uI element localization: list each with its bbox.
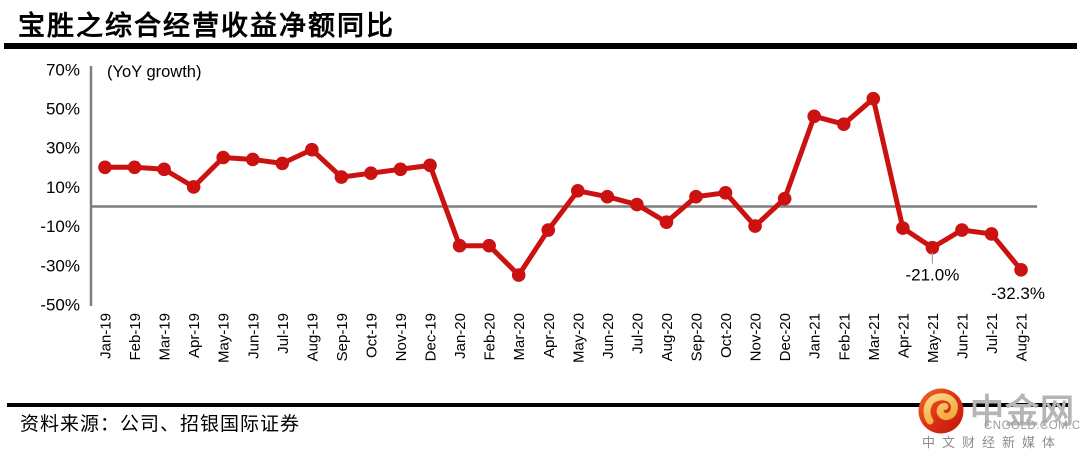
x-tick-label: Mar-19	[157, 313, 174, 361]
data-point-label: -21.0%	[905, 266, 959, 285]
x-tick-label: Apr-19	[186, 313, 203, 358]
data-point	[600, 189, 615, 204]
x-tick-label: Feb-19	[127, 313, 144, 361]
data-point	[984, 227, 999, 241]
data-point	[423, 158, 437, 173]
data-point	[777, 191, 792, 206]
y-tick-label: -30%	[40, 256, 80, 275]
data-point	[689, 189, 703, 204]
x-tick-label: Aug-20	[659, 313, 676, 361]
data-point	[718, 185, 733, 200]
x-tick-label: Sep-20	[689, 313, 706, 361]
yaxis-unit-label: (YoY growth)	[107, 63, 201, 81]
data-point	[482, 238, 496, 253]
x-tick-label: Jun-20	[600, 313, 617, 359]
data-point	[571, 184, 585, 198]
x-tick-label: Jul-19	[275, 313, 292, 354]
data-point	[955, 223, 969, 237]
x-tick-label: Jan-21	[807, 313, 824, 359]
x-tick-label: Jun-19	[245, 313, 262, 359]
y-tick-label: -50%	[40, 296, 80, 315]
x-tick-label: Nov-19	[393, 313, 410, 361]
x-tick-label: Oct-19	[363, 313, 380, 358]
x-tick-label: Apr-21	[895, 313, 912, 358]
x-tick-label: Nov-20	[748, 313, 765, 361]
data-point	[98, 160, 112, 175]
x-tick-label: Apr-20	[541, 313, 558, 358]
x-tick-label: Jun-21	[954, 313, 971, 359]
data-point	[896, 221, 910, 235]
data-point	[541, 223, 556, 237]
data-point	[748, 219, 762, 233]
x-tick-label: Dec-20	[777, 313, 794, 361]
series-line	[102, 96, 1024, 278]
cngold-logo-name: 中金网	[970, 393, 1075, 431]
data-point	[216, 150, 230, 165]
data-point	[659, 215, 674, 229]
x-tick-label: Aug-19	[304, 313, 321, 361]
x-tick-label: Jul-21	[984, 313, 1001, 354]
cngold-logo-icon	[918, 388, 964, 434]
cngold-logo: 中金网 CNGOLD.COM.CN 中文财经新媒体	[915, 383, 1080, 459]
y-tick-label: 10%	[46, 178, 80, 197]
page-title: 宝胜之综合经营收益净额同比	[18, 11, 395, 41]
data-point	[836, 117, 851, 131]
data-point	[452, 238, 467, 253]
data-point	[186, 180, 201, 194]
cngold-logo-tagline: 中文财经新媒体	[922, 435, 1063, 450]
title-divider	[4, 43, 1077, 49]
x-tick-label: Mar-21	[866, 313, 883, 361]
x-tick-label: Jan-20	[452, 313, 469, 359]
data-point	[305, 142, 319, 157]
x-tick-label: Dec-19	[423, 313, 440, 361]
data-point	[127, 160, 142, 175]
x-tick-label: Mar-20	[511, 313, 528, 361]
y-tick-label: -10%	[40, 217, 80, 236]
y-tick-label: 50%	[46, 100, 80, 119]
x-tick-label: Aug-21	[1014, 313, 1031, 361]
cngold-logo-domain: CNGOLD.COM.CN	[984, 420, 1080, 432]
x-tick-label: May-21	[925, 313, 942, 363]
data-point	[630, 197, 644, 212]
y-tick-label: 70%	[46, 60, 80, 79]
data-point	[866, 91, 881, 106]
x-tick-label: May-20	[570, 313, 587, 363]
x-tick-label: May-19	[216, 313, 233, 363]
data-point-label: -32.3%	[991, 284, 1045, 303]
x-tick-label: Jul-20	[629, 313, 646, 354]
data-point	[157, 162, 171, 177]
data-point	[334, 170, 349, 184]
data-point	[807, 109, 821, 124]
x-tick-label: Feb-20	[482, 313, 499, 361]
x-tick-label: Sep-19	[334, 313, 351, 361]
y-tick-label: 30%	[46, 139, 80, 158]
footer-divider	[7, 403, 1068, 407]
data-point	[511, 268, 526, 282]
data-point	[245, 152, 260, 167]
data-point	[1014, 263, 1028, 277]
data-point	[364, 166, 378, 180]
data-point	[925, 240, 940, 255]
source-note: 资料来源：公司、招银国际证券	[20, 414, 301, 435]
data-point	[393, 162, 408, 177]
data-point	[275, 156, 290, 171]
x-tick-label: Feb-21	[836, 313, 853, 361]
x-tick-label: Oct-20	[718, 313, 735, 358]
x-tick-label: Jan-19	[98, 313, 115, 359]
